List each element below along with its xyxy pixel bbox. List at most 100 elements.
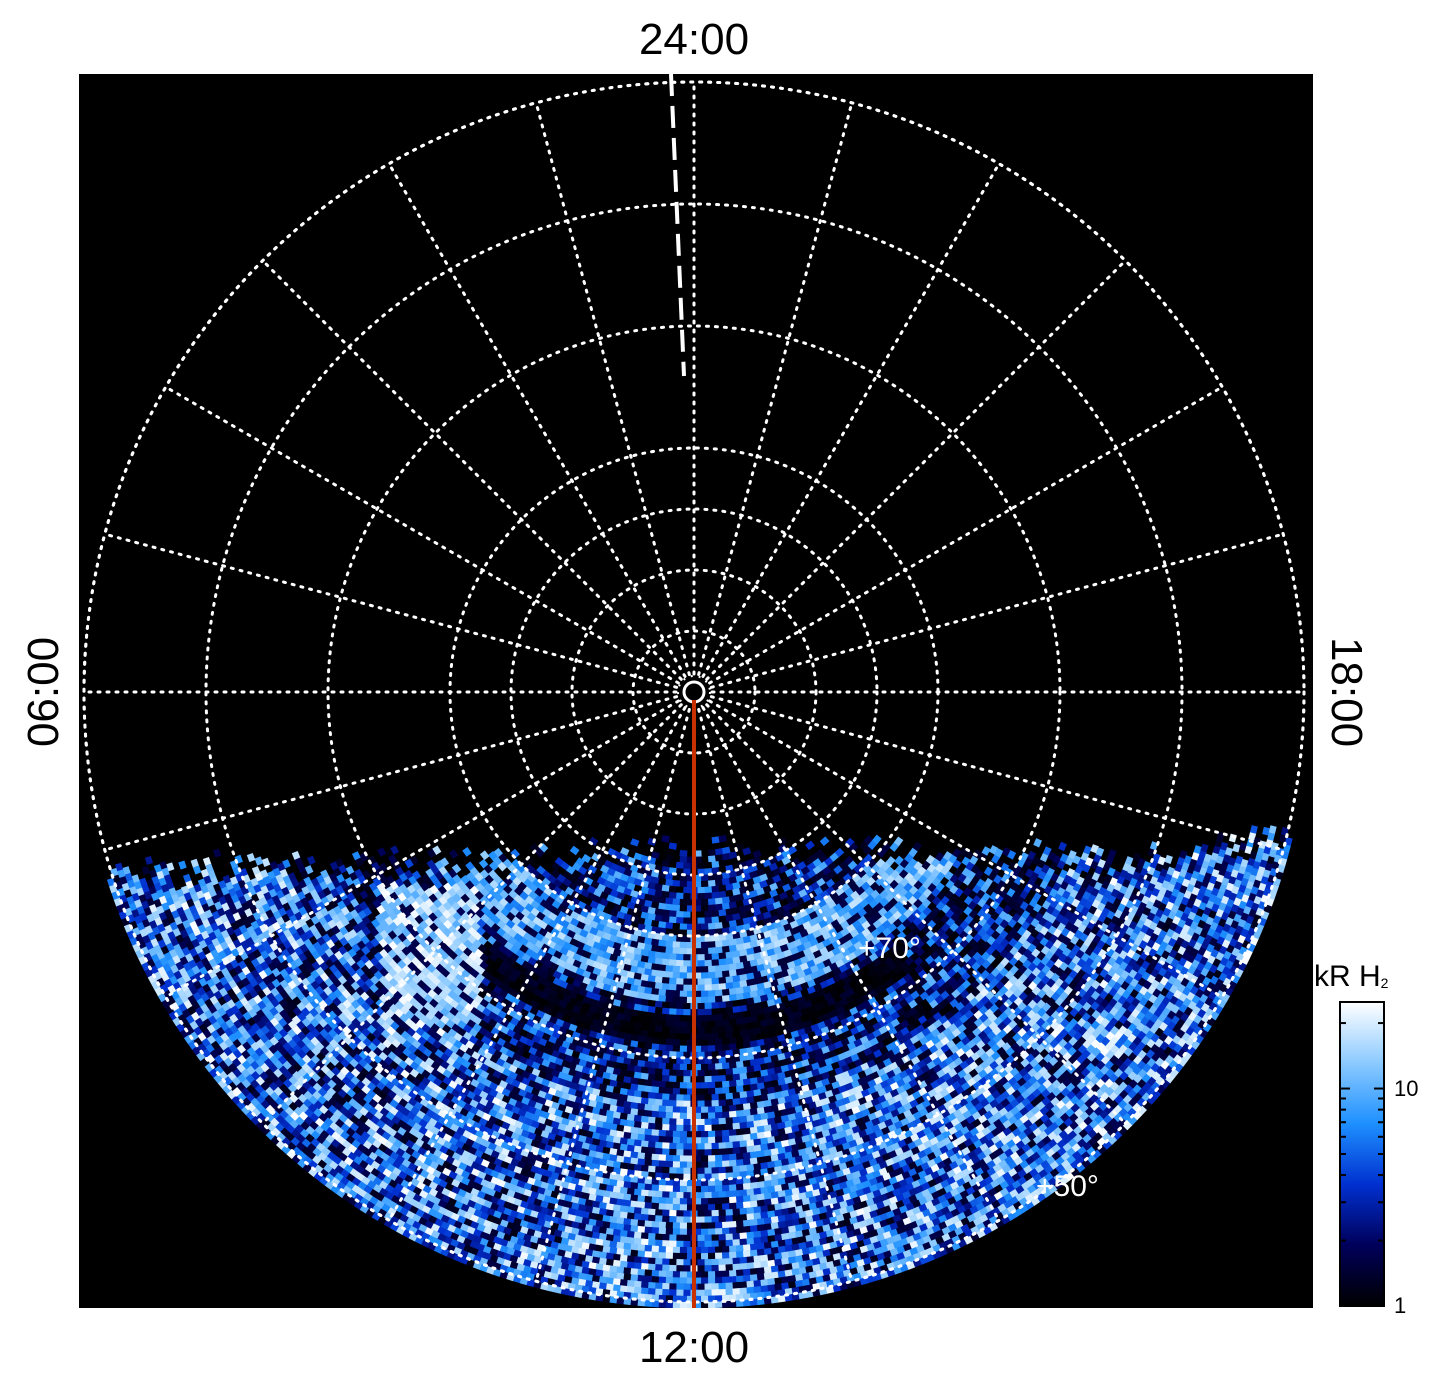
emission-bin <box>749 889 759 898</box>
emission-bin <box>547 912 558 922</box>
emission-bin <box>776 912 786 922</box>
emission-bin <box>623 868 633 877</box>
emission-bin <box>672 947 681 955</box>
emission-bin <box>544 931 555 941</box>
emission-bin <box>735 962 745 970</box>
emission-bin <box>714 1044 723 1052</box>
emission-bin <box>672 1014 681 1022</box>
emission-bin <box>813 893 824 903</box>
emission-bin <box>746 972 755 981</box>
emission-bin <box>721 877 731 886</box>
emission-bin <box>732 1073 741 1081</box>
emission-bin <box>605 939 615 949</box>
emission-bin <box>547 919 558 929</box>
emission-bin <box>651 1104 660 1112</box>
emission-bin <box>807 897 818 907</box>
emission-bin <box>640 949 649 957</box>
emission-bin <box>735 893 745 902</box>
emission-bin <box>661 909 670 917</box>
emission-bin <box>697 1027 706 1034</box>
emission-bin <box>658 1135 667 1143</box>
emission-bin <box>661 1068 670 1076</box>
emission-bin <box>654 1031 663 1039</box>
emission-bin <box>725 1147 734 1155</box>
emission-bin <box>651 944 660 953</box>
emission-bin <box>753 1163 762 1171</box>
emission-bin <box>520 915 531 926</box>
emission-bin <box>546 881 557 892</box>
emission-bin <box>662 1099 670 1107</box>
emission-bin <box>633 878 643 887</box>
emission-bin <box>598 988 608 998</box>
emission-bin <box>718 1032 727 1040</box>
emission-bin <box>711 953 720 961</box>
emission-bin <box>708 1106 716 1113</box>
emission-bin <box>830 911 841 922</box>
emission-bin <box>655 1166 663 1174</box>
emission-bin <box>488 861 499 872</box>
emission-bin <box>739 1164 748 1172</box>
emission-bin <box>647 975 656 983</box>
emission-bin <box>704 953 713 961</box>
emission-bin <box>735 1159 744 1167</box>
emission-bin <box>665 879 674 887</box>
emission-bin <box>640 1072 649 1080</box>
emission-bin <box>665 854 674 862</box>
emission-bin <box>721 994 730 1003</box>
emission-bin <box>746 1145 755 1153</box>
emission-bin <box>765 877 776 887</box>
emission-bin <box>619 873 630 883</box>
emission-bin <box>439 857 450 868</box>
emission-bin <box>739 1146 748 1154</box>
emission-bin <box>555 895 565 905</box>
emission-bin <box>679 1082 688 1089</box>
emission-bin <box>725 1031 734 1039</box>
emission-bin <box>728 938 738 946</box>
emission-bin <box>633 859 643 868</box>
emission-bin <box>647 1116 656 1124</box>
emission-bin <box>711 1124 720 1132</box>
emission-bin <box>749 984 759 992</box>
emission-bin <box>819 836 830 847</box>
emission-bin <box>672 1039 681 1046</box>
emission-bin <box>810 881 821 891</box>
emission-bin <box>704 916 713 924</box>
emission-bin <box>700 996 709 1004</box>
emission-bin <box>783 955 793 965</box>
emission-bin <box>654 1000 663 1008</box>
emission-bin <box>647 1165 656 1173</box>
emission-bin <box>592 960 602 970</box>
emission-bin <box>676 910 684 918</box>
emission-bin <box>834 931 844 941</box>
emission-bin <box>612 941 622 951</box>
emission-bin <box>714 878 724 887</box>
emission-bin <box>630 1157 639 1165</box>
emission-bin <box>752 875 762 885</box>
emission-bin <box>797 860 807 871</box>
emission-bin <box>749 1151 759 1159</box>
emission-bin <box>776 951 786 960</box>
emission-bin <box>813 886 824 896</box>
emission-bin <box>714 1111 723 1119</box>
emission-bin <box>843 932 854 942</box>
emission-bin <box>776 983 786 992</box>
emission-bin <box>522 932 533 942</box>
emission-bin <box>679 849 688 857</box>
emission-bin <box>700 1161 709 1168</box>
emission-bin <box>547 947 557 957</box>
emission-bin <box>612 896 623 906</box>
emission-bin <box>426 859 436 870</box>
emission-bin <box>556 873 567 884</box>
emission-bin <box>448 849 459 859</box>
emission-bin <box>651 1037 660 1045</box>
emission-bin <box>683 978 691 986</box>
emission-bin <box>616 891 626 901</box>
emission-bin <box>715 965 723 973</box>
emission-bin <box>590 873 600 883</box>
emission-bin <box>658 1111 667 1119</box>
emission-bin <box>742 1152 751 1160</box>
emission-bin <box>676 1124 684 1132</box>
emission-bin <box>811 902 822 912</box>
emission-bin <box>654 982 663 990</box>
emission-bin <box>759 873 769 882</box>
